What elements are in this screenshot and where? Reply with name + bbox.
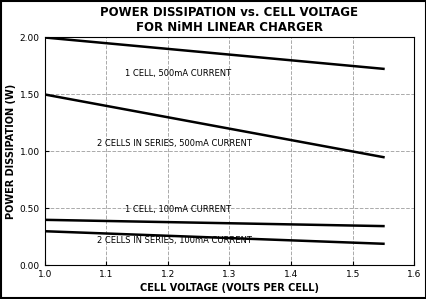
X-axis label: CELL VOLTAGE (VOLTS PER CELL): CELL VOLTAGE (VOLTS PER CELL) xyxy=(140,283,318,293)
Y-axis label: POWER DISSIPATION (W): POWER DISSIPATION (W) xyxy=(6,84,15,219)
Text: 2 CELLS IN SERIES, 500mA CURRENT: 2 CELLS IN SERIES, 500mA CURRENT xyxy=(97,139,251,148)
Title: POWER DISSIPATION vs. CELL VOLTAGE
FOR NiMH LINEAR CHARGER: POWER DISSIPATION vs. CELL VOLTAGE FOR N… xyxy=(100,6,358,33)
Text: 1 CELL, 100mA CURRENT: 1 CELL, 100mA CURRENT xyxy=(124,205,230,214)
Text: 1 CELL, 500mA CURRENT: 1 CELL, 500mA CURRENT xyxy=(124,69,230,78)
Text: 2 CELLS IN SERIES, 100mA CURRENT: 2 CELLS IN SERIES, 100mA CURRENT xyxy=(97,237,251,245)
